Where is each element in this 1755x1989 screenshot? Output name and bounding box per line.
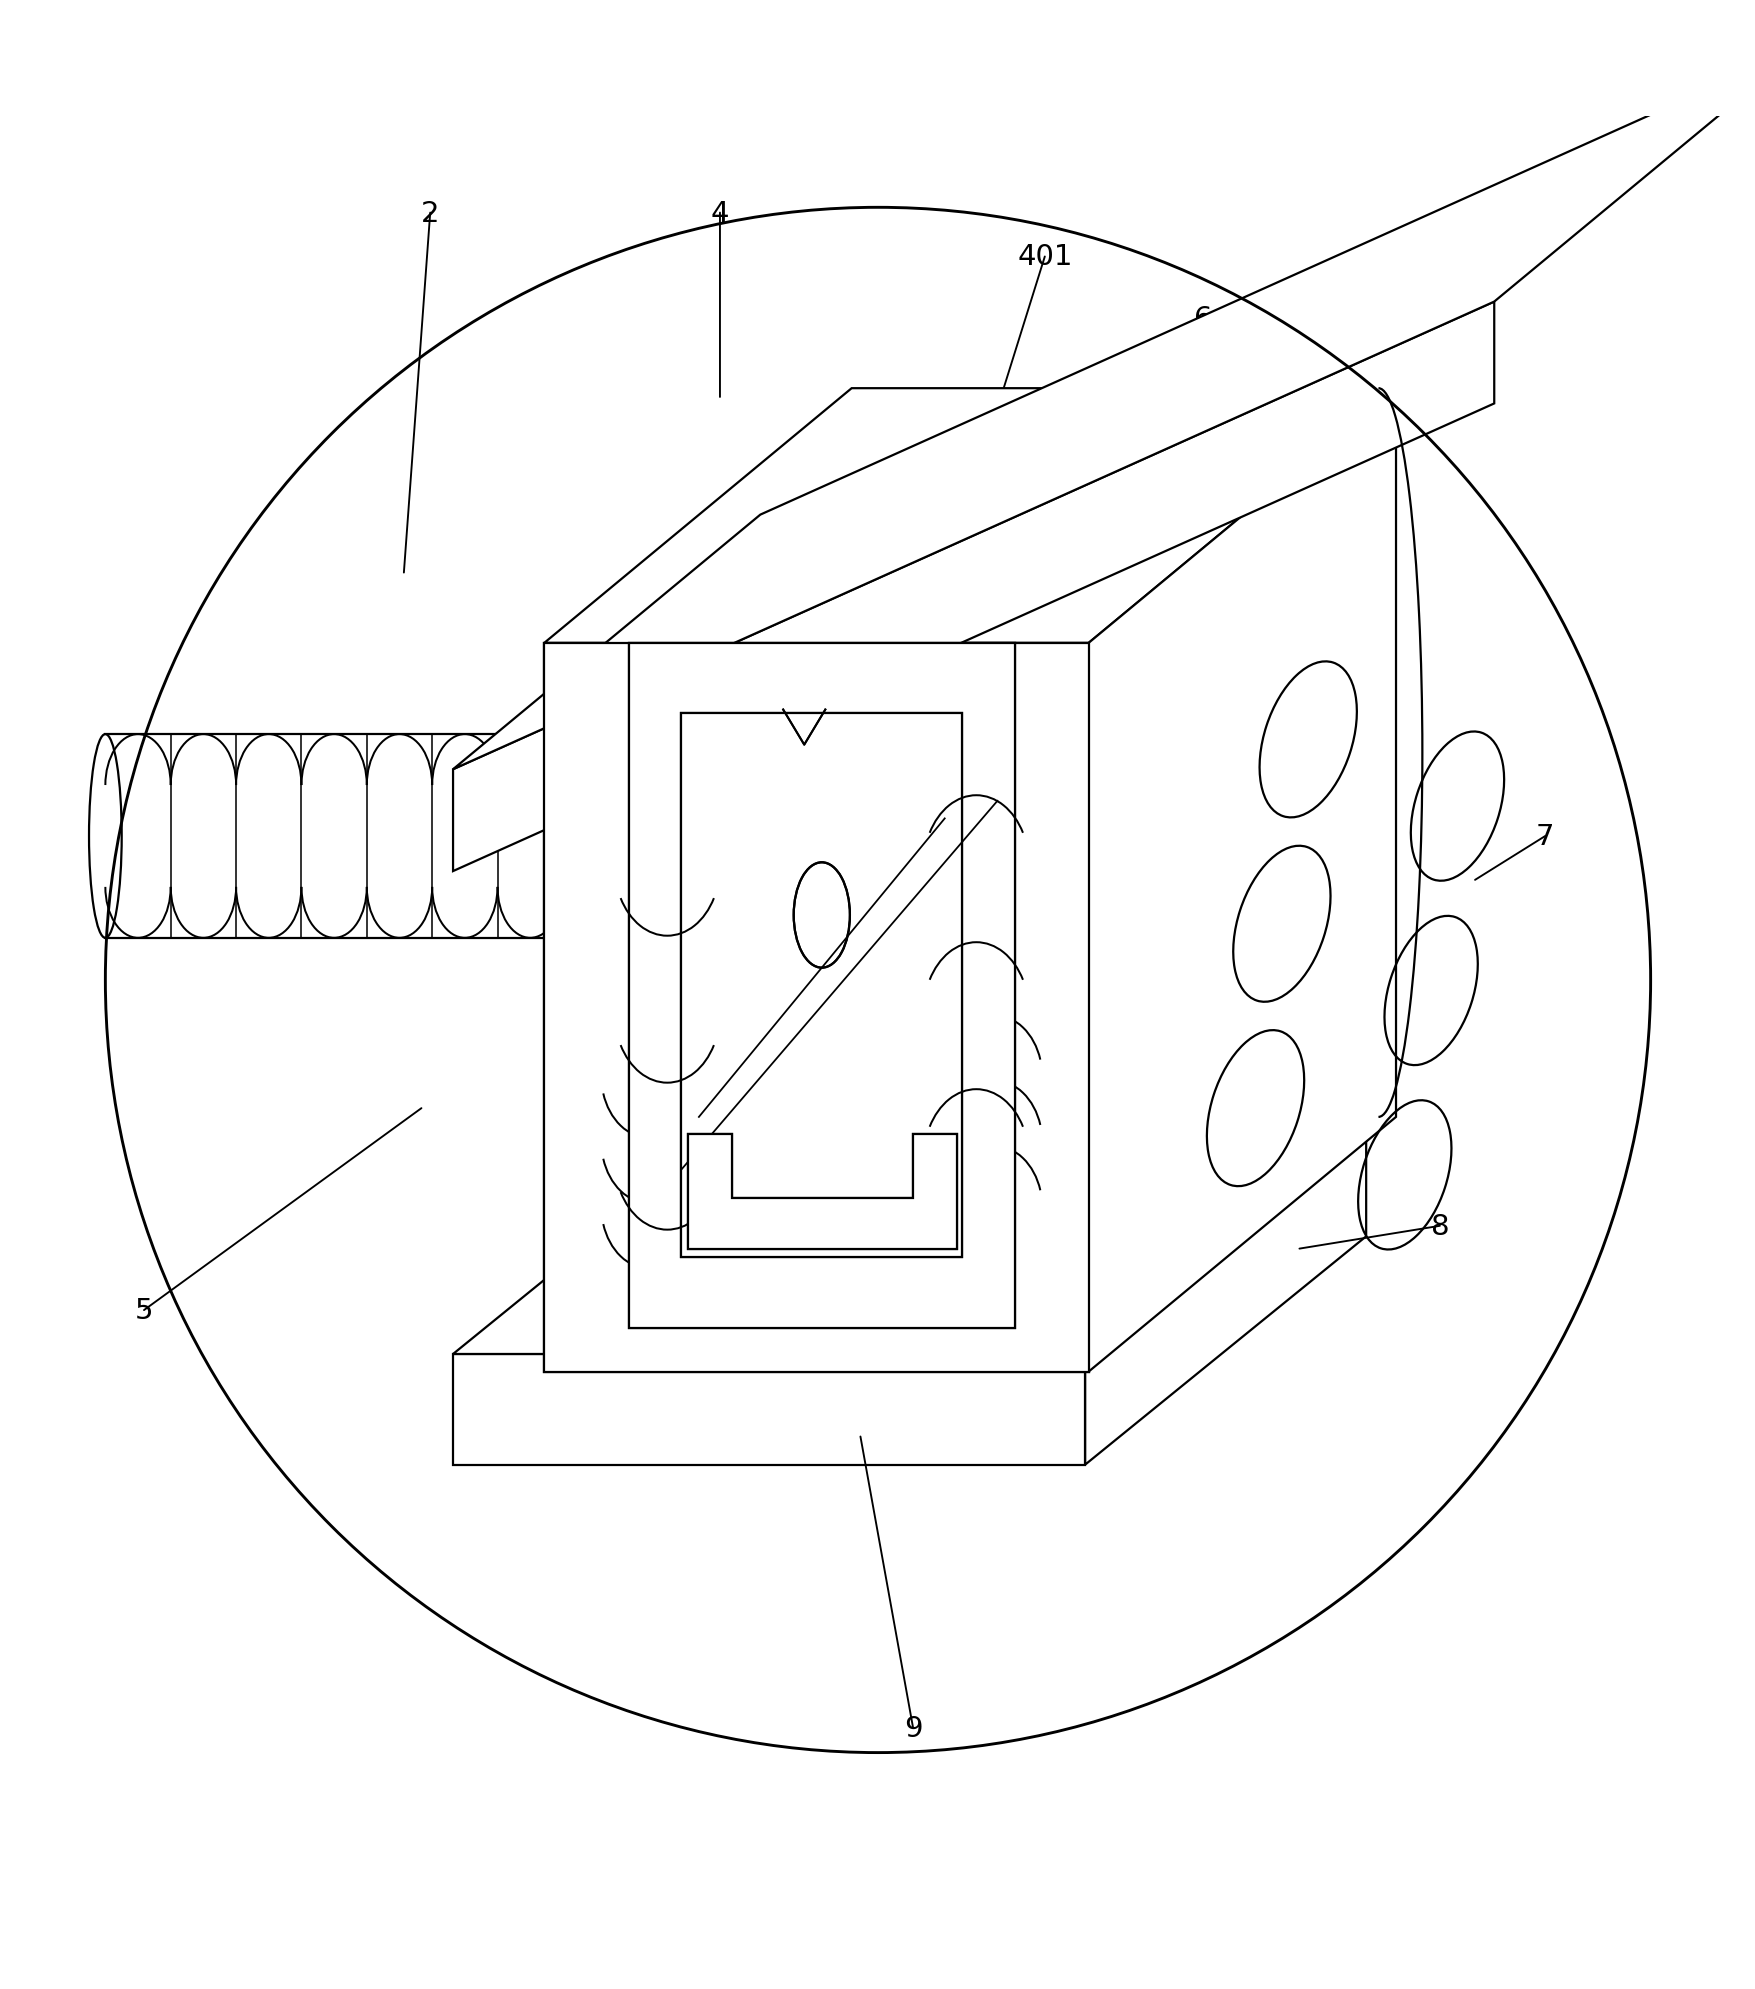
Text: 8: 8 — [1430, 1211, 1448, 1241]
Polygon shape — [453, 1126, 1365, 1355]
Text: 401: 401 — [1016, 243, 1072, 271]
Polygon shape — [681, 714, 962, 1257]
Polygon shape — [688, 1136, 956, 1249]
Text: 402: 402 — [1358, 388, 1415, 416]
Text: 9: 9 — [904, 1715, 921, 1742]
Text: 7: 7 — [1536, 823, 1553, 851]
Text: 2: 2 — [421, 199, 439, 227]
Polygon shape — [628, 644, 1014, 1329]
Polygon shape — [453, 1355, 1085, 1464]
Polygon shape — [453, 48, 1755, 770]
Polygon shape — [544, 644, 1088, 1372]
Text: 6: 6 — [1193, 304, 1211, 332]
Polygon shape — [453, 302, 1494, 871]
Polygon shape — [544, 390, 1395, 644]
Text: 5: 5 — [135, 1297, 153, 1325]
Polygon shape — [681, 714, 962, 1257]
Polygon shape — [1085, 1126, 1365, 1464]
Polygon shape — [1088, 390, 1395, 1372]
Polygon shape — [544, 644, 1088, 1372]
Polygon shape — [628, 644, 1014, 1329]
Polygon shape — [688, 1136, 956, 1249]
Text: 4: 4 — [711, 199, 728, 227]
